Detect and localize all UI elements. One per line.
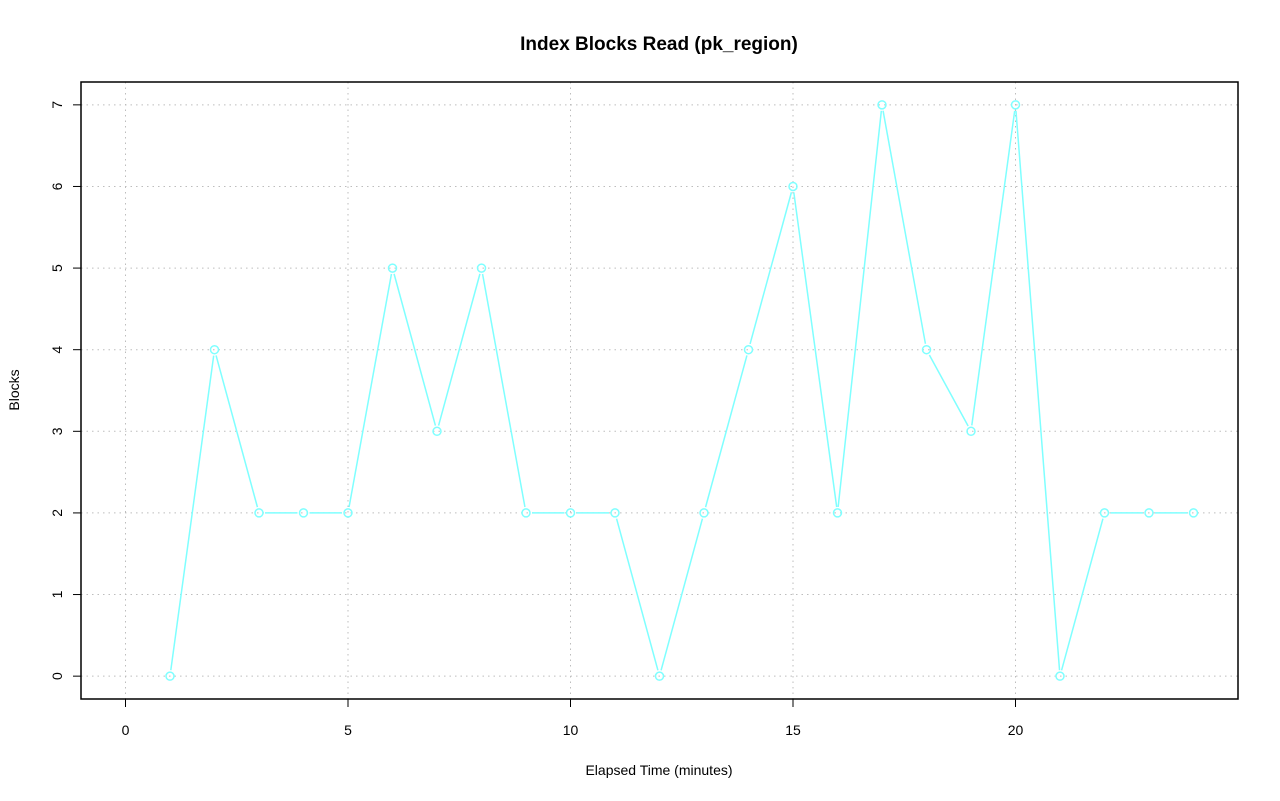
y-tick-label: 6	[49, 182, 65, 190]
data-point	[877, 100, 887, 110]
data-point	[432, 426, 442, 437]
y-tick-label: 3	[49, 427, 65, 435]
y-tick-label: 7	[49, 101, 65, 109]
series-line-segment	[481, 273, 526, 508]
data-point	[1010, 100, 1021, 110]
plot-frame	[80, 81, 1239, 700]
series-line-segment	[1060, 518, 1104, 671]
series-line-segment	[882, 110, 927, 344]
data-point	[476, 263, 487, 273]
series-line-segment	[837, 110, 883, 508]
data-point	[298, 508, 309, 518]
data-point	[610, 508, 620, 518]
x-tick-label: 10	[563, 722, 579, 738]
data-point	[743, 344, 754, 355]
data-point	[1055, 671, 1065, 681]
series-line-segment	[615, 518, 659, 671]
series-0	[165, 100, 1199, 681]
series-line-segment	[928, 354, 969, 427]
data-point	[654, 671, 665, 681]
series-line-segment	[704, 355, 748, 508]
data-point	[921, 344, 932, 355]
data-point	[966, 426, 976, 437]
axes: 0 5 10 15 20 0 1 2 3 4 5 6 7	[49, 101, 1023, 738]
data-point	[565, 508, 576, 518]
data-point	[254, 508, 264, 518]
series-line-segment	[170, 355, 215, 671]
chart-title: Index Blocks Read (pk_region)	[520, 34, 798, 55]
data-point	[165, 671, 175, 681]
data-point	[343, 508, 353, 518]
series-line-segment	[660, 518, 704, 671]
data-point	[209, 344, 220, 355]
data-point	[788, 181, 798, 192]
series-line-segment	[348, 273, 393, 508]
data-point	[1188, 508, 1199, 518]
data-point	[1099, 508, 1110, 518]
y-tick-label: 5	[49, 264, 65, 272]
series-line-segment	[393, 273, 437, 426]
y-tick-label: 1	[49, 590, 65, 598]
x-axis-label: Elapsed Time (minutes)	[585, 762, 732, 778]
x-tick-label: 5	[344, 722, 352, 738]
data-point	[521, 508, 531, 518]
data-point	[699, 508, 709, 518]
series-layer	[165, 100, 1199, 681]
series-line-segment	[437, 273, 481, 426]
grid	[81, 82, 1238, 699]
series-line-segment	[793, 192, 838, 508]
y-tick-label: 0	[49, 672, 65, 680]
x-tick-label: 20	[1008, 722, 1024, 738]
y-axis-label: Blocks	[6, 369, 22, 410]
y-tick-label: 4	[49, 346, 65, 354]
data-point	[387, 263, 398, 273]
series-line-segment	[1015, 110, 1061, 671]
y-tick-label: 2	[49, 509, 65, 517]
x-tick-label: 0	[122, 722, 130, 738]
data-point	[1144, 508, 1154, 518]
series-line-segment	[971, 110, 1016, 426]
data-point	[832, 508, 843, 518]
series-line-segment	[749, 192, 793, 345]
series-line-segment	[215, 355, 259, 508]
x-tick-label: 15	[785, 722, 801, 738]
